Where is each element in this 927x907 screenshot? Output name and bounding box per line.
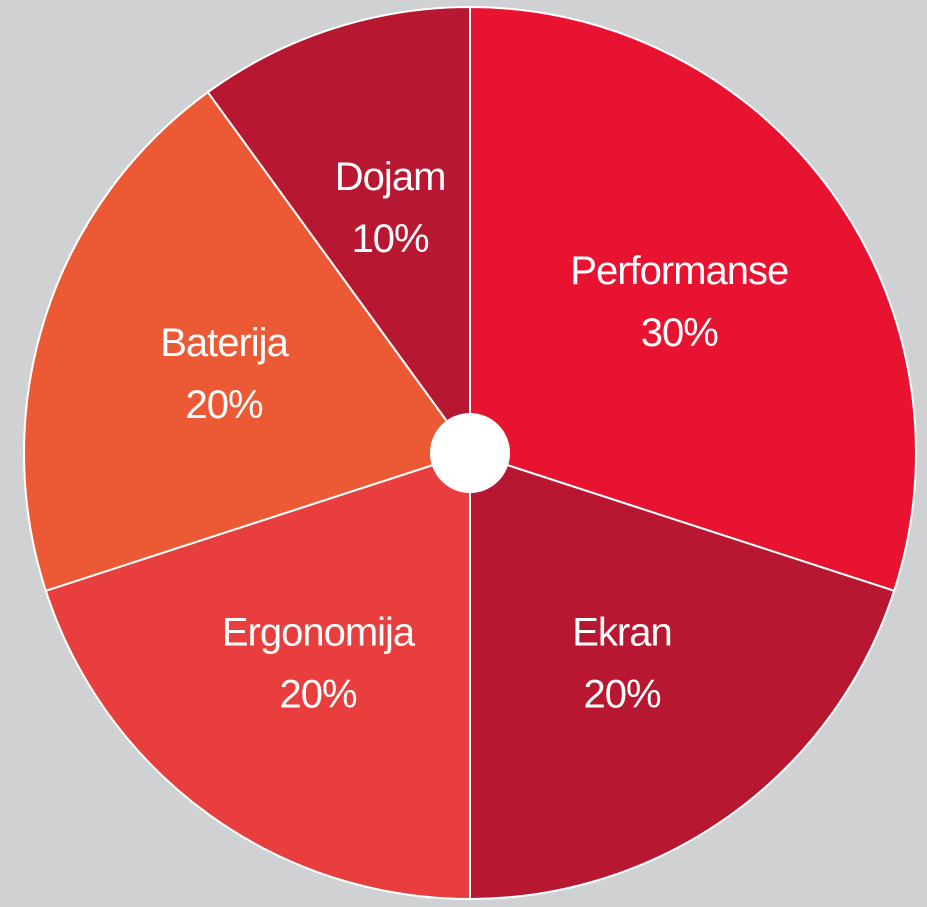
slice-value-dojam: 10% — [352, 217, 429, 261]
slice-label-baterija: Baterija — [160, 321, 289, 365]
pie-slice-dojam — [206, 5, 471, 457]
slice-value-baterija: 20% — [185, 383, 262, 427]
slice-value-ergonomija: 20% — [279, 672, 356, 716]
slice-label-ergonomija: Ergonomija — [222, 610, 416, 654]
pie-slice-ekran — [469, 451, 896, 901]
pie-slice-baterija — [23, 90, 472, 593]
slice-label-dojam: Dojam — [335, 155, 446, 199]
pie-labels: Performanse 30% Ekran 20% Ergonomija 20% Bater… — [160, 155, 789, 716]
center-hole — [430, 413, 510, 493]
slice-label-ekran: Ekran — [572, 610, 672, 654]
pie-slice-ergonomija — [44, 451, 471, 901]
slice-label-performanse: Performanse — [570, 249, 788, 293]
pie-slice-performanse — [469, 5, 917, 593]
pie-slices — [23, 5, 917, 901]
slice-value-ekran: 20% — [583, 672, 660, 716]
slice-value-performanse: 30% — [641, 311, 718, 355]
